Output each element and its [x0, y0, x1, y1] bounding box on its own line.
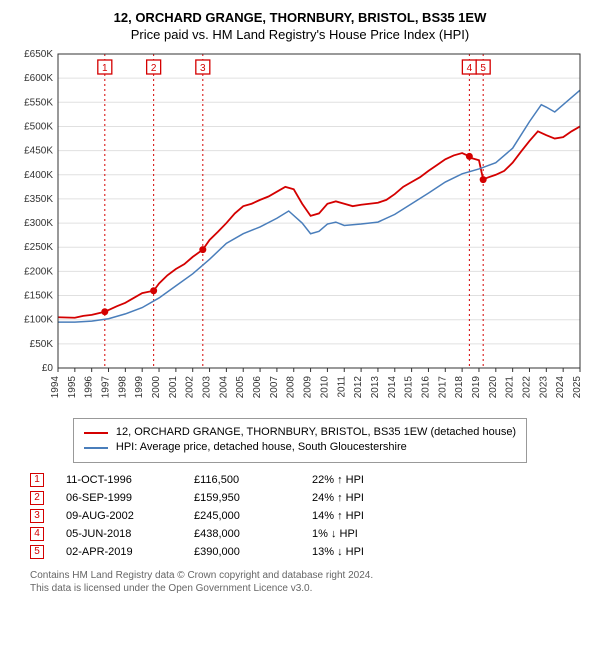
chart-area: £0 £50K £100K £150K £200K £250K £300K £350K £400… [10, 50, 590, 410]
svg-text:2024: 2024 [555, 376, 566, 399]
svg-text:£350K: £350K [24, 194, 53, 205]
svg-text:£50K: £50K [30, 339, 54, 350]
svg-text:2004: 2004 [218, 376, 229, 399]
svg-text:2005: 2005 [235, 376, 246, 399]
sale-row: 5 02-APR-2019 £390,000 13% ↓ HPI [30, 543, 570, 561]
svg-text:1: 1 [102, 63, 108, 74]
svg-text:2018: 2018 [454, 376, 465, 399]
sale-delta: 1% ↓ HPI [312, 528, 422, 540]
sale-row: 1 11-OCT-1996 £116,500 22% ↑ HPI [30, 471, 570, 489]
sales-table: 1 11-OCT-1996 £116,500 22% ↑ HPI 2 06-SE… [30, 471, 570, 561]
line-chart: £0 £50K £100K £150K £200K £250K £300K £350K £400… [10, 50, 590, 410]
svg-text:2016: 2016 [420, 376, 431, 399]
sale-price: £245,000 [194, 510, 304, 522]
svg-text:2007: 2007 [269, 376, 280, 399]
legend-label: 12, ORCHARD GRANGE, THORNBURY, BRISTOL, … [116, 425, 516, 440]
sale-marker-icon: 1 [30, 473, 44, 487]
svg-text:2020: 2020 [488, 376, 499, 399]
sale-marker-icon: 3 [30, 509, 44, 523]
sale-row: 2 06-SEP-1999 £159,950 24% ↑ HPI [30, 489, 570, 507]
svg-text:£250K: £250K [24, 242, 53, 253]
footnote-line: Contains HM Land Registry data © Crown c… [30, 569, 570, 582]
legend-swatch [84, 432, 108, 434]
sale-date: 06-SEP-1999 [66, 492, 186, 504]
sale-delta: 22% ↑ HPI [312, 474, 422, 486]
sale-row: 4 05-JUN-2018 £438,000 1% ↓ HPI [30, 525, 570, 543]
svg-text:£150K: £150K [24, 291, 53, 302]
svg-text:2000: 2000 [151, 376, 162, 399]
chart-subtitle: Price paid vs. HM Land Registry's House … [10, 27, 590, 42]
svg-text:2011: 2011 [336, 376, 347, 398]
svg-text:2008: 2008 [286, 376, 297, 399]
svg-text:2: 2 [151, 63, 157, 74]
svg-text:1999: 1999 [134, 376, 145, 399]
svg-text:2003: 2003 [202, 376, 213, 399]
sale-marker-icon: 5 [30, 545, 44, 559]
sale-price: £116,500 [194, 474, 304, 486]
svg-text:2006: 2006 [252, 376, 263, 399]
sale-price: £159,950 [194, 492, 304, 504]
svg-text:5: 5 [480, 63, 486, 74]
sale-date: 02-APR-2019 [66, 546, 186, 558]
legend-label: HPI: Average price, detached house, Sout… [116, 440, 407, 455]
svg-text:2021: 2021 [505, 376, 516, 399]
chart-title: 12, ORCHARD GRANGE, THORNBURY, BRISTOL, … [10, 10, 590, 25]
svg-text:£200K: £200K [24, 266, 53, 277]
svg-text:2009: 2009 [303, 376, 314, 399]
svg-text:1994: 1994 [50, 376, 61, 399]
svg-text:1997: 1997 [101, 376, 112, 399]
svg-text:2022: 2022 [521, 376, 532, 399]
sale-date: 09-AUG-2002 [66, 510, 186, 522]
footnote-line: This data is licensed under the Open Gov… [30, 582, 570, 595]
svg-text:£300K: £300K [24, 218, 53, 229]
svg-text:3: 3 [200, 63, 206, 74]
svg-text:2017: 2017 [437, 376, 448, 399]
svg-text:£600K: £600K [24, 73, 53, 84]
svg-text:2019: 2019 [471, 376, 482, 399]
sale-marker-icon: 4 [30, 527, 44, 541]
legend-row: HPI: Average price, detached house, Sout… [84, 440, 516, 455]
svg-text:1995: 1995 [67, 376, 78, 399]
svg-text:1996: 1996 [84, 376, 95, 399]
svg-text:2013: 2013 [370, 376, 381, 399]
svg-text:2014: 2014 [387, 376, 398, 399]
svg-text:2015: 2015 [404, 376, 415, 399]
sale-delta: 24% ↑ HPI [312, 492, 422, 504]
svg-text:£500K: £500K [24, 121, 53, 132]
svg-text:2001: 2001 [168, 376, 179, 399]
svg-text:£100K: £100K [24, 315, 53, 326]
svg-text:£550K: £550K [24, 97, 53, 108]
sale-row: 3 09-AUG-2002 £245,000 14% ↑ HPI [30, 507, 570, 525]
sale-price: £390,000 [194, 546, 304, 558]
svg-text:2023: 2023 [538, 376, 549, 399]
sale-price: £438,000 [194, 528, 304, 540]
legend: 12, ORCHARD GRANGE, THORNBURY, BRISTOL, … [73, 418, 527, 463]
svg-text:2025: 2025 [572, 376, 583, 399]
svg-text:1998: 1998 [117, 376, 128, 399]
legend-row: 12, ORCHARD GRANGE, THORNBURY, BRISTOL, … [84, 425, 516, 440]
svg-text:£400K: £400K [24, 170, 53, 181]
sale-date: 11-OCT-1996 [66, 474, 186, 486]
footnote: Contains HM Land Registry data © Crown c… [30, 569, 570, 595]
svg-text:£450K: £450K [24, 146, 53, 157]
sale-date: 05-JUN-2018 [66, 528, 186, 540]
svg-text:4: 4 [467, 63, 473, 74]
sale-marker-icon: 2 [30, 491, 44, 505]
svg-text:2002: 2002 [185, 376, 196, 399]
legend-swatch [84, 447, 108, 449]
svg-text:£650K: £650K [24, 50, 53, 60]
sale-delta: 13% ↓ HPI [312, 546, 422, 558]
svg-text:2010: 2010 [319, 376, 330, 399]
sale-delta: 14% ↑ HPI [312, 510, 422, 522]
svg-text:2012: 2012 [353, 376, 364, 399]
svg-text:£0: £0 [42, 363, 54, 374]
